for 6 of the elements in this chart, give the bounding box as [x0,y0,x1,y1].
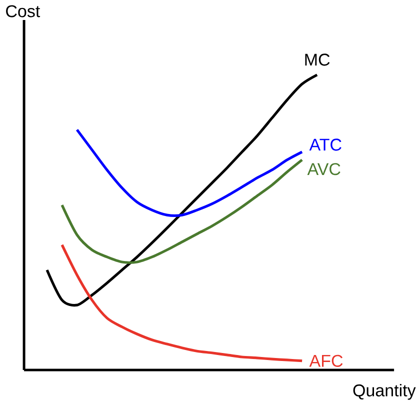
series-label: MC [305,54,330,66]
series-label: ATC [309,138,342,151]
y-axis-title: Cost [6,5,40,18]
series-label: AVC [307,163,340,176]
series-label: AFC [309,354,343,367]
x-axis-title: Quantity [353,384,416,400]
